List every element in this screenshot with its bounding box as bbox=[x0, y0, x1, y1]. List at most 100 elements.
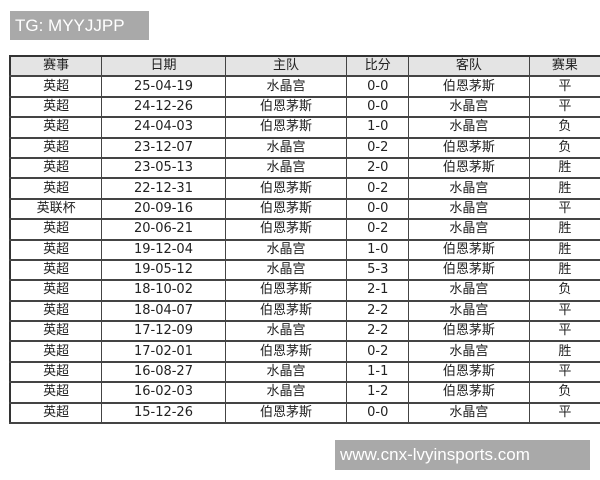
table-row: 英超 17-12-09 水晶宫 2-2 伯恩茅斯平 bbox=[9, 320, 600, 343]
table-row: 英超 24-04-03 伯恩茅斯 1-0 水晶宫负 bbox=[9, 116, 600, 139]
cell-score: 0-2 bbox=[346, 177, 410, 200]
cell-competition: 英超 bbox=[9, 239, 103, 261]
cell-result: 负 bbox=[528, 279, 600, 302]
cell-away-team: 水晶宫 bbox=[408, 402, 530, 425]
table-row: 英超 19-12-04 水晶宫 1-0 伯恩茅斯胜 bbox=[9, 239, 600, 261]
cell-away-team: 水晶宫 bbox=[408, 218, 530, 241]
cell-competition: 英超 bbox=[9, 96, 103, 119]
cell-home-team: 水晶宫 bbox=[224, 361, 348, 384]
cell-score: 0-2 bbox=[346, 137, 410, 159]
cell-date: 15-12-26 bbox=[101, 402, 226, 425]
table-row: 英超 22-12-31 伯恩茅斯 0-2 水晶宫胜 bbox=[9, 177, 600, 200]
website-label: www.cnx-lvyinsports.com bbox=[335, 440, 590, 470]
cell-home-team: 水晶宫 bbox=[224, 320, 348, 343]
cell-score: 0-0 bbox=[346, 402, 410, 425]
cell-competition: 英超 bbox=[9, 320, 103, 343]
cell-home-team: 水晶宫 bbox=[224, 381, 348, 404]
cell-home-team: 伯恩茅斯 bbox=[224, 300, 348, 323]
table-row: 英超 18-04-07 伯恩茅斯 2-2 水晶宫平 bbox=[9, 300, 600, 323]
cell-result: 胜 bbox=[528, 157, 600, 180]
cell-away-team: 伯恩茅斯 bbox=[408, 381, 530, 404]
cell-competition: 英超 bbox=[9, 218, 103, 241]
cell-date: 22-12-31 bbox=[101, 177, 226, 200]
cell-competition: 英超 bbox=[9, 116, 103, 139]
cell-result: 平 bbox=[528, 198, 600, 221]
cell-result: 平 bbox=[528, 96, 600, 119]
cell-date: 20-06-21 bbox=[101, 218, 226, 241]
column-header-result: 赛果 bbox=[528, 55, 600, 78]
column-header-competition: 赛事 bbox=[9, 55, 103, 78]
cell-home-team: 水晶宫 bbox=[224, 259, 348, 282]
cell-home-team: 伯恩茅斯 bbox=[224, 340, 348, 363]
cell-competition: 英联杯 bbox=[9, 198, 103, 221]
cell-date: 24-04-03 bbox=[101, 116, 226, 139]
cell-score: 0-0 bbox=[346, 96, 410, 119]
cell-date: 17-02-01 bbox=[101, 340, 226, 363]
cell-competition: 英超 bbox=[9, 157, 103, 180]
cell-result: 胜 bbox=[528, 340, 600, 363]
cell-score: 2-2 bbox=[346, 320, 410, 343]
column-header-score: 比分 bbox=[346, 55, 410, 78]
cell-competition: 英超 bbox=[9, 279, 103, 302]
cell-date: 16-02-03 bbox=[101, 381, 226, 404]
column-header-away-team: 客队 bbox=[408, 55, 530, 78]
cell-home-team: 伯恩茅斯 bbox=[224, 96, 348, 119]
cell-away-team: 伯恩茅斯 bbox=[408, 157, 530, 180]
cell-home-team: 伯恩茅斯 bbox=[224, 402, 348, 425]
cell-score: 0-2 bbox=[346, 218, 410, 241]
cell-date: 18-10-02 bbox=[101, 279, 226, 302]
cell-away-team: 水晶宫 bbox=[408, 96, 530, 119]
cell-away-team: 水晶宫 bbox=[408, 300, 530, 323]
cell-competition: 英超 bbox=[9, 259, 103, 282]
table-header-row: 赛事 日期 主队 比分 客队 赛果 bbox=[9, 55, 600, 78]
cell-score: 1-0 bbox=[346, 239, 410, 261]
cell-away-team: 伯恩茅斯 bbox=[408, 320, 530, 343]
cell-competition: 英超 bbox=[9, 137, 103, 159]
cell-competition: 英超 bbox=[9, 381, 103, 404]
cell-score: 1-2 bbox=[346, 381, 410, 404]
column-header-date: 日期 bbox=[101, 55, 226, 78]
cell-away-team: 伯恩茅斯 bbox=[408, 137, 530, 159]
cell-score: 1-1 bbox=[346, 361, 410, 384]
cell-date: 20-09-16 bbox=[101, 198, 226, 221]
cell-competition: 英超 bbox=[9, 177, 103, 200]
cell-home-team: 水晶宫 bbox=[224, 75, 348, 98]
cell-home-team: 伯恩茅斯 bbox=[224, 218, 348, 241]
table-row: 英超 23-05-13 水晶宫 2-0 伯恩茅斯胜 bbox=[9, 157, 600, 180]
cell-home-team: 伯恩茅斯 bbox=[224, 116, 348, 139]
cell-home-team: 水晶宫 bbox=[224, 239, 348, 261]
cell-competition: 英超 bbox=[9, 300, 103, 323]
cell-result: 胜 bbox=[528, 259, 600, 282]
cell-result: 胜 bbox=[528, 218, 600, 241]
watermark-label: TG: MYYJJPP bbox=[10, 11, 149, 40]
table-row: 英联杯 20-09-16 伯恩茅斯 0-0 水晶宫平 bbox=[9, 198, 600, 221]
table-row: 英超 18-10-02 伯恩茅斯 2-1 水晶宫负 bbox=[9, 279, 600, 302]
table-row: 英超 24-12-26 伯恩茅斯 0-0 水晶宫平 bbox=[9, 96, 600, 119]
cell-away-team: 伯恩茅斯 bbox=[408, 259, 530, 282]
cell-result: 平 bbox=[528, 75, 600, 98]
cell-date: 18-04-07 bbox=[101, 300, 226, 323]
cell-home-team: 伯恩茅斯 bbox=[224, 198, 348, 221]
cell-away-team: 水晶宫 bbox=[408, 116, 530, 139]
table-row: 英超 16-02-03 水晶宫 1-2 伯恩茅斯负 bbox=[9, 381, 600, 404]
cell-date: 24-12-26 bbox=[101, 96, 226, 119]
cell-home-team: 伯恩茅斯 bbox=[224, 279, 348, 302]
table-row: 英超 17-02-01 伯恩茅斯 0-2 水晶宫胜 bbox=[9, 340, 600, 363]
cell-away-team: 水晶宫 bbox=[408, 279, 530, 302]
table-row: 英超 15-12-26 伯恩茅斯 0-0 水晶宫平 bbox=[9, 402, 600, 425]
cell-date: 17-12-09 bbox=[101, 320, 226, 343]
cell-score: 5-3 bbox=[346, 259, 410, 282]
cell-date: 23-05-13 bbox=[101, 157, 226, 180]
cell-result: 平 bbox=[528, 300, 600, 323]
cell-date: 16-08-27 bbox=[101, 361, 226, 384]
cell-score: 1-0 bbox=[346, 116, 410, 139]
table-row: 英超 20-06-21 伯恩茅斯 0-2 水晶宫胜 bbox=[9, 218, 600, 241]
cell-result: 负 bbox=[528, 137, 600, 159]
table-row: 英超 19-05-12 水晶宫 5-3 伯恩茅斯胜 bbox=[9, 259, 600, 282]
cell-result: 平 bbox=[528, 361, 600, 384]
cell-score: 2-0 bbox=[346, 157, 410, 180]
cell-result: 负 bbox=[528, 116, 600, 139]
cell-date: 19-05-12 bbox=[101, 259, 226, 282]
cell-away-team: 伯恩茅斯 bbox=[408, 239, 530, 261]
cell-result: 负 bbox=[528, 381, 600, 404]
